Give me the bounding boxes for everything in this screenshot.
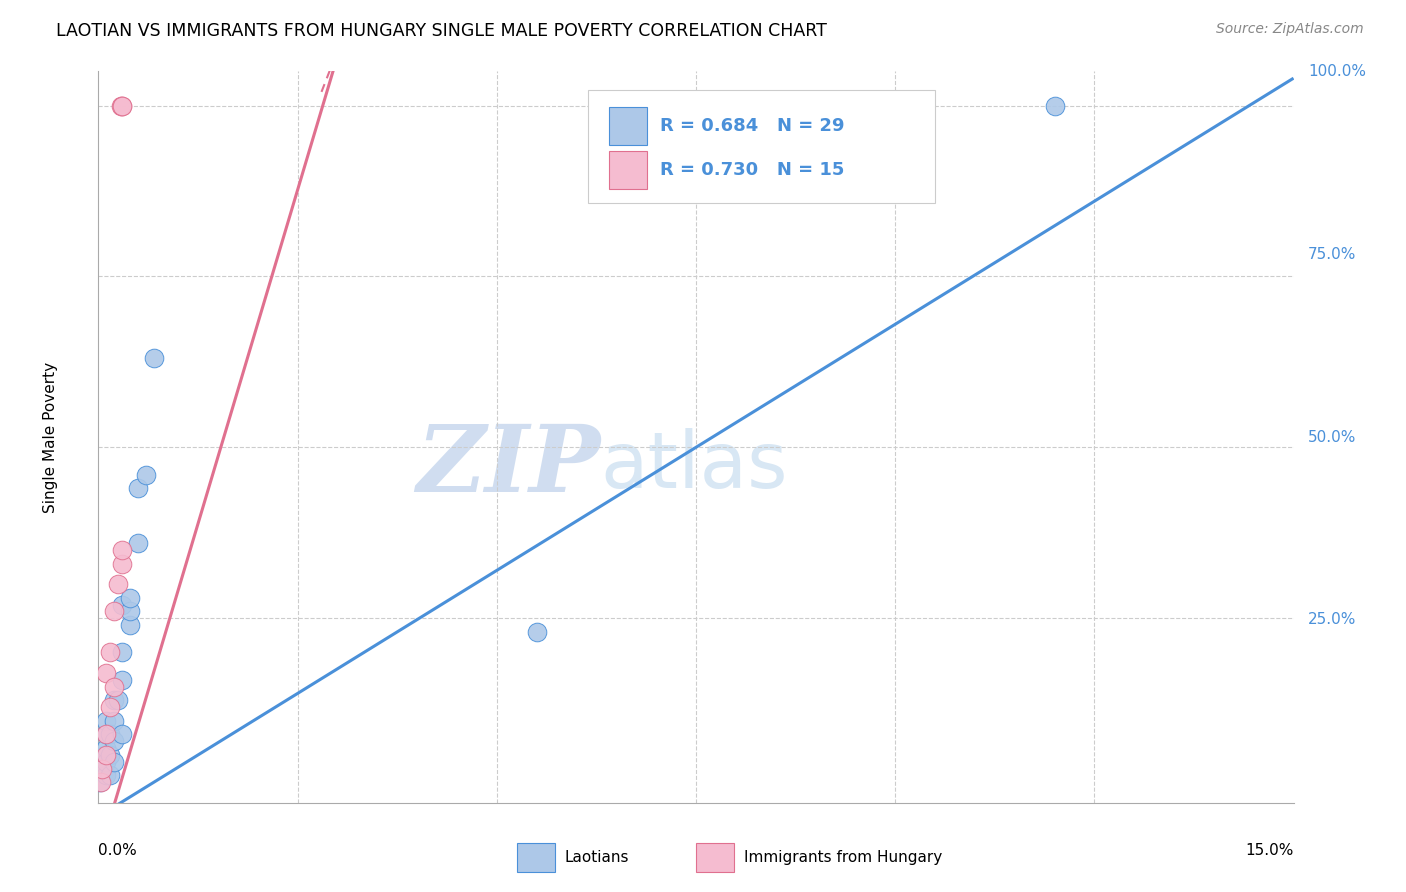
Point [103,734,125,748]
Point [111,557,134,571]
FancyBboxPatch shape [696,843,734,872]
FancyBboxPatch shape [609,107,647,145]
Text: Source: ZipAtlas.com: Source: ZipAtlas.com [1216,22,1364,37]
Point [526,624,548,639]
Point [107,693,129,707]
Point [107,577,129,591]
Text: Laotians: Laotians [565,850,628,865]
Point [96,747,118,762]
Point [98,727,122,741]
Point [103,755,125,769]
Point [111,98,134,112]
FancyBboxPatch shape [609,151,647,189]
Point [96,755,118,769]
Point [90,775,112,789]
Point [98,747,122,762]
Text: 100.0%: 100.0% [1308,64,1365,78]
Point [120,618,142,632]
Point [91,762,114,776]
FancyBboxPatch shape [517,843,555,872]
Point [120,604,142,618]
Point [96,727,118,741]
Point [135,467,157,482]
Text: R = 0.730   N = 15: R = 0.730 N = 15 [661,161,845,179]
Point [96,768,118,782]
Point [96,727,118,741]
Point [111,542,134,557]
Point [103,604,125,618]
Point [120,591,142,605]
Text: Single Male Poverty: Single Male Poverty [44,361,58,513]
Point [103,680,125,694]
Point [127,481,149,495]
Text: 50.0%: 50.0% [1308,430,1357,444]
Text: 15.0%: 15.0% [1246,843,1294,858]
Text: R = 0.684   N = 29: R = 0.684 N = 29 [661,117,845,136]
Text: 25.0%: 25.0% [1308,613,1357,627]
Point [103,693,125,707]
Point [143,351,166,366]
Point [96,665,118,680]
Text: LAOTIAN VS IMMIGRANTS FROM HUNGARY SINGLE MALE POVERTY CORRELATION CHART: LAOTIAN VS IMMIGRANTS FROM HUNGARY SINGL… [56,22,827,40]
Point [98,700,122,714]
Point [96,741,118,756]
Point [89,775,111,789]
Point [111,673,134,687]
Point [98,768,122,782]
Point [111,727,134,741]
Point [127,536,149,550]
Point [110,98,132,112]
Text: atlas: atlas [600,428,787,504]
Point [111,98,134,112]
Point [111,645,134,659]
Point [91,762,114,776]
Text: 75.0%: 75.0% [1308,247,1357,261]
Point [111,598,134,612]
Text: ZIP: ZIP [416,421,600,511]
Point [103,714,125,728]
Point [1043,98,1066,112]
FancyBboxPatch shape [588,90,935,203]
Point [96,714,118,728]
Text: 0.0%: 0.0% [98,843,138,858]
Text: Immigrants from Hungary: Immigrants from Hungary [744,850,942,865]
Point [94,747,117,762]
Point [98,645,122,659]
